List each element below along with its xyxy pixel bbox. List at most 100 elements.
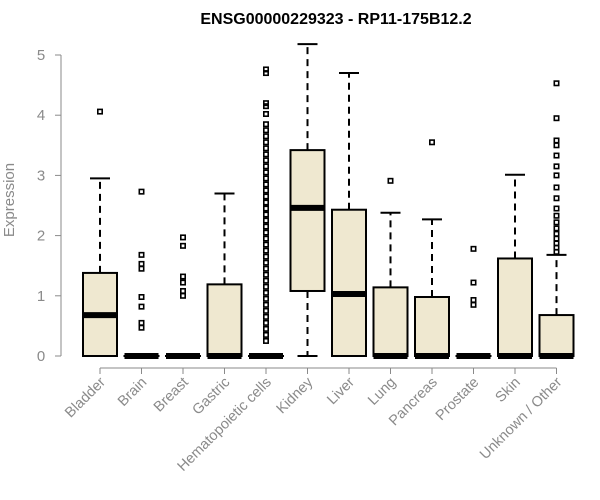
outlier-point [262, 253, 269, 260]
outlier-point [470, 245, 477, 252]
category-label: Brain [115, 375, 150, 410]
outlier-point [262, 205, 269, 212]
outlier-point [262, 100, 269, 107]
outlier-point [180, 287, 187, 294]
outlier-point [262, 199, 269, 206]
outlier-point [262, 217, 269, 224]
category-label: Breast [151, 375, 192, 416]
category-label: Skin [493, 375, 524, 406]
box-group [538, 80, 575, 359]
y-tick-label: 5 [37, 47, 45, 64]
outlier-point [97, 108, 104, 115]
outlier-point [262, 277, 269, 284]
outlier-point [428, 139, 435, 146]
outlier-point [138, 303, 145, 310]
outlier-point [262, 193, 269, 200]
outlier-point [262, 337, 269, 344]
outlier-point [262, 127, 269, 134]
y-axis: 0 1 2 3 4 5 [37, 47, 62, 365]
box-group [414, 139, 450, 359]
y-tick-label: 2 [37, 228, 45, 245]
box-group [455, 245, 492, 359]
outlier-point [262, 313, 269, 320]
outlier-point [138, 294, 145, 301]
category-label: Lung [365, 375, 399, 409]
outlier-point [262, 307, 269, 314]
outlier-point [138, 319, 145, 326]
y-tick-label: 1 [37, 288, 45, 305]
outlier-point [138, 324, 145, 331]
outlier-point [262, 157, 269, 164]
outlier-point [262, 235, 269, 242]
outlier-point [470, 301, 477, 308]
outlier-point [262, 110, 269, 117]
box-group [123, 188, 160, 359]
outlier-point [553, 225, 560, 232]
outlier-point [138, 251, 145, 258]
outlier-point [262, 259, 269, 266]
outlier-point [262, 223, 269, 230]
outlier-point [470, 279, 477, 286]
outlier-point [553, 152, 560, 159]
outlier-point [262, 211, 269, 218]
outlier-point [262, 325, 269, 332]
outlier-point [553, 184, 560, 191]
y-axis-label: Expression [1, 163, 18, 237]
box-group [82, 108, 118, 358]
boxplot-series [82, 43, 575, 359]
outlier-point [180, 273, 187, 280]
outlier-point [262, 151, 269, 158]
outlier-point [138, 188, 145, 195]
outlier-point [553, 142, 560, 149]
box-group [289, 43, 326, 357]
category-label: Kidney [274, 374, 317, 417]
outlier-point [262, 175, 269, 182]
y-tick-label: 4 [37, 107, 45, 124]
box-group [372, 177, 409, 359]
outlier-point [262, 331, 269, 338]
outlier-point [553, 115, 560, 122]
outlier-point [262, 133, 269, 140]
outlier-point [180, 292, 187, 299]
outlier-point [262, 145, 269, 152]
outlier-point [262, 187, 269, 194]
box-group [331, 72, 367, 357]
outlier-point [262, 301, 269, 308]
box [497, 257, 533, 358]
outlier-point [262, 265, 269, 272]
outlier-point [262, 163, 269, 170]
box [206, 283, 243, 357]
outlier-point [553, 163, 560, 170]
outlier-point [180, 242, 187, 249]
outlier-point [553, 235, 560, 242]
outlier-point [262, 139, 269, 146]
y-tick-label: 3 [37, 167, 45, 184]
outlier-point [553, 219, 560, 226]
box-group [497, 173, 533, 359]
box [331, 208, 367, 357]
category-label: Bladder [62, 374, 109, 421]
outlier-point [553, 172, 560, 179]
outlier-point [262, 66, 269, 73]
y-tick-label: 0 [37, 348, 45, 365]
outlier-point [553, 195, 560, 202]
outlier-point [553, 240, 560, 247]
outlier-point [262, 181, 269, 188]
outlier-point [138, 265, 145, 272]
box [372, 286, 409, 358]
outlier-point [470, 297, 477, 304]
category-label: Prostate [433, 375, 482, 424]
outlier-point [262, 289, 269, 296]
outlier-point [553, 205, 560, 212]
outlier-point [262, 295, 269, 302]
outlier-point [262, 271, 269, 278]
outlier-point [553, 230, 560, 237]
outlier-point [262, 169, 269, 176]
outlier-point [553, 212, 560, 219]
outlier-point [262, 229, 269, 236]
outlier-point [262, 319, 269, 326]
outlier-point [262, 241, 269, 248]
box-group [248, 66, 284, 359]
